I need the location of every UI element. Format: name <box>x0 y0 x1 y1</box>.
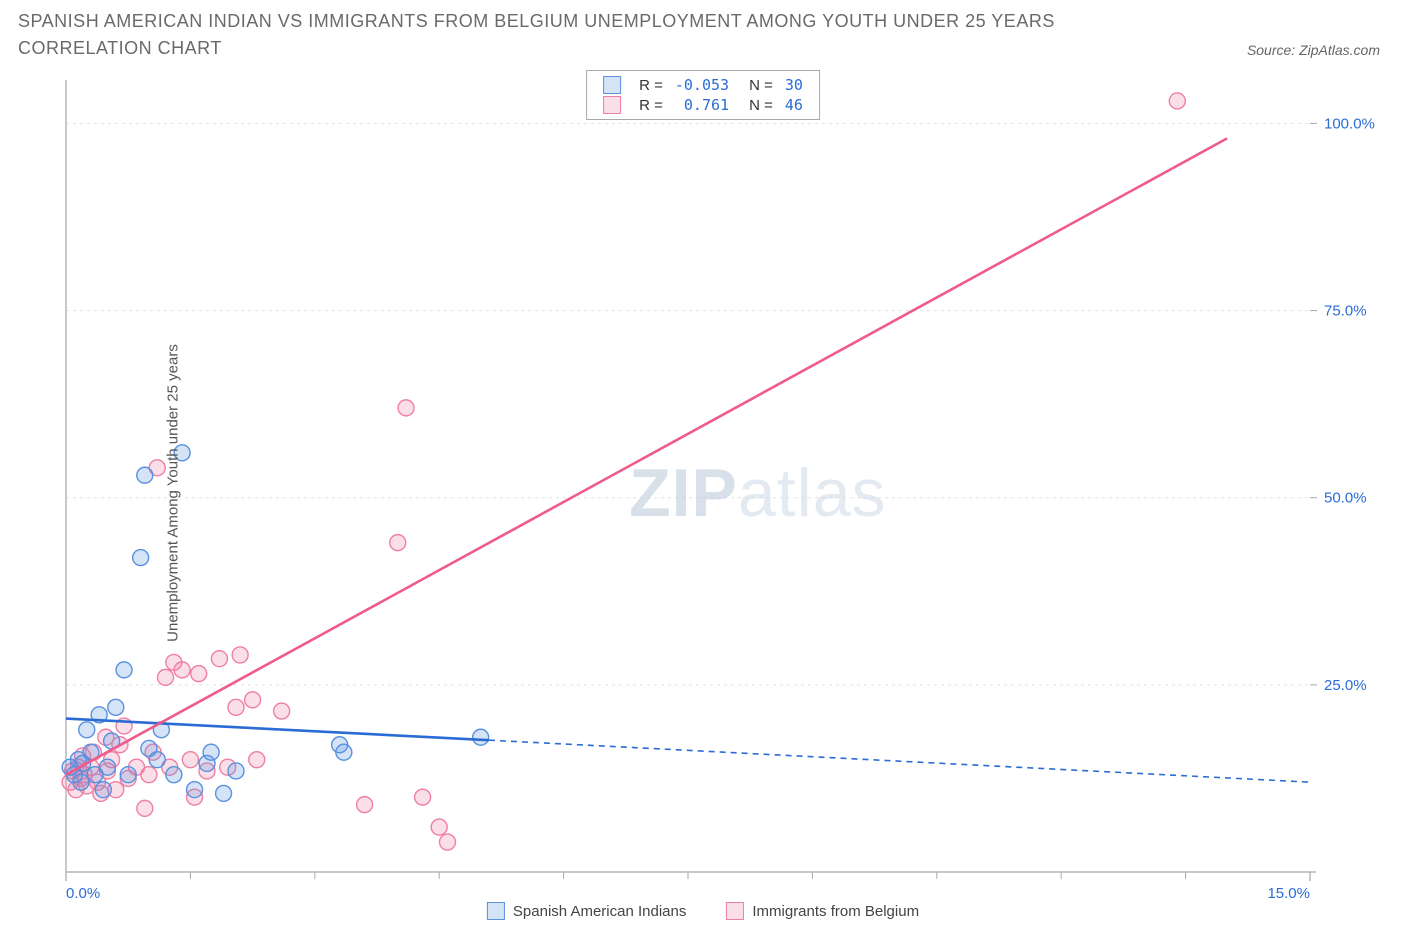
source-label: Source: ZipAtlas.com <box>1247 42 1388 62</box>
legend-item-pink: Immigrants from Belgium <box>726 902 919 920</box>
legend-series: Spanish American Indians Immigrants from … <box>487 902 919 920</box>
svg-text:15.0%: 15.0% <box>1267 885 1310 902</box>
legend-swatch-blue-bottom <box>487 902 505 920</box>
legend-item-blue: Spanish American Indians <box>487 902 686 920</box>
legend-label-blue: Spanish American Indians <box>513 903 686 920</box>
svg-text:100.0%: 100.0% <box>1324 115 1375 132</box>
chart-title: SPANISH AMERICAN INDIAN VS IMMIGRANTS FR… <box>18 8 1138 62</box>
svg-text:50.0%: 50.0% <box>1324 490 1367 507</box>
legend-swatch-pink <box>603 96 621 114</box>
scatter-chart: 0.0% 15.0% 25.0% 50.0% 75.0% 100.0% <box>18 68 1388 918</box>
svg-text:25.0%: 25.0% <box>1324 677 1367 694</box>
plot-area: Unemployment Among Youth under 25 years … <box>18 68 1388 918</box>
legend-label-pink: Immigrants from Belgium <box>752 903 919 920</box>
legend-correlation: R =-0.053N =30R =0.761N =46 <box>586 70 820 120</box>
svg-text:75.0%: 75.0% <box>1324 303 1367 320</box>
legend-swatch-pink-bottom <box>726 902 744 920</box>
y-axis-label: Unemployment Among Youth under 25 years <box>164 344 181 642</box>
svg-text:0.0%: 0.0% <box>66 885 100 902</box>
legend-swatch-blue <box>603 76 621 94</box>
